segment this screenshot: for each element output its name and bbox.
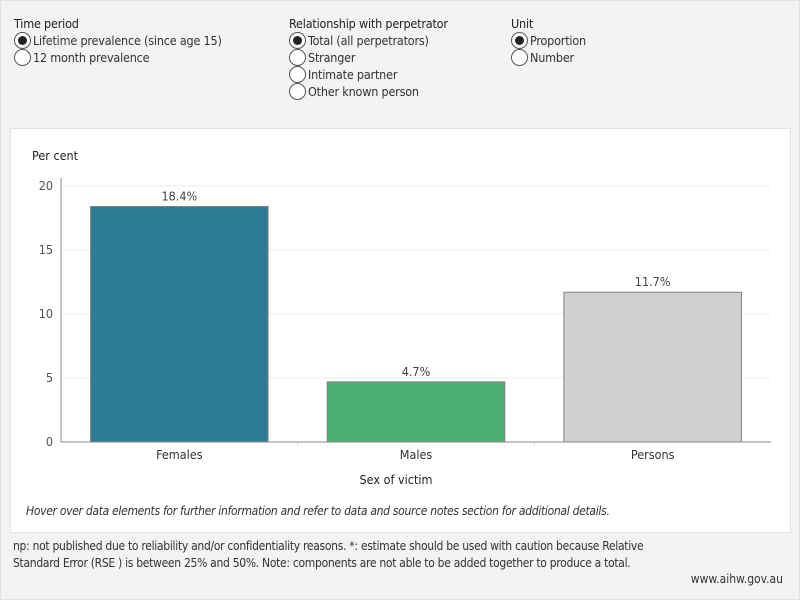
radio-intimate-partner[interactable]: Intimate partner [289, 66, 448, 83]
y-tick-label: 5 [46, 370, 53, 385]
y-axis-ticks: 0 5 10 15 20 [39, 178, 53, 449]
relationship-filter: Relationship with perpetrator Total (all… [289, 15, 448, 100]
time-period-title: Time period [14, 16, 79, 31]
radio-button-selected-icon[interactable] [511, 32, 528, 49]
relationship-title: Relationship with perpetrator [289, 16, 448, 31]
data-label: 11.7% [635, 274, 671, 289]
radio-label: Stranger [308, 50, 356, 65]
radio-label: 12 month prevalence [33, 50, 150, 65]
radio-lifetime-prevalence[interactable]: Lifetime prevalence (since age 15) [14, 32, 222, 49]
radio-label: Proportion [530, 33, 586, 48]
bar-chart: Per cent 0 5 10 15 20 18.4% 4.7% 11.7% Females… [32, 148, 771, 487]
time-period-filter: Time period Lifetime prevalence (since a… [14, 15, 222, 66]
bar-males[interactable] [326, 381, 506, 443]
bar-females[interactable] [90, 205, 269, 443]
x-tick-label: Persons [631, 447, 675, 462]
radio-other-known-person[interactable]: Other known person [289, 83, 448, 100]
data-labels: 18.4% 4.7% 11.7% [161, 188, 670, 378]
radio-12-month-prevalence[interactable]: 12 month prevalence [14, 49, 222, 66]
radio-label: Intimate partner [308, 67, 398, 82]
x-axis-title: Sex of victim [360, 472, 433, 487]
unit-title: Unit [511, 16, 534, 31]
radio-label: Other known person [308, 84, 419, 99]
radio-label: Number [530, 50, 574, 65]
y-tick-label: 10 [39, 306, 53, 321]
radio-button-icon[interactable] [289, 49, 306, 66]
radio-button-selected-icon[interactable] [14, 32, 31, 49]
y-tick-label: 20 [39, 178, 53, 193]
data-label: 4.7% [402, 364, 431, 379]
radio-button-icon[interactable] [289, 66, 306, 83]
data-label: 18.4% [161, 188, 197, 203]
x-axis-ticks: Females Males Persons [156, 442, 675, 462]
radio-total-all-perpetrators[interactable]: Total (all perpetrators) [289, 32, 448, 49]
radio-label: Lifetime prevalence (since age 15) [33, 33, 222, 48]
bars [90, 205, 742, 443]
y-tick-label: 15 [39, 242, 53, 257]
chart-panel: Per cent 0 5 10 15 20 18.4% 4.7% 11.7% Females… [10, 128, 791, 533]
footnote: np: not published due to reliability and… [13, 539, 644, 570]
radio-button-icon[interactable] [289, 83, 306, 100]
y-tick-label: 0 [46, 434, 53, 449]
y-axis-title: Per cent [32, 148, 79, 163]
unit-filter: Unit Proportion Number [511, 15, 586, 66]
hover-instruction: Hover over data elements for further inf… [26, 504, 610, 518]
radio-label: Total (all perpetrators) [308, 33, 429, 48]
x-tick-label: Males [400, 447, 433, 462]
radio-number[interactable]: Number [511, 49, 586, 66]
radio-button-icon[interactable] [14, 49, 31, 66]
radio-proportion[interactable]: Proportion [511, 32, 586, 49]
bar-persons[interactable] [563, 291, 742, 443]
x-tick-label: Females [156, 447, 203, 462]
radio-button-selected-icon[interactable] [289, 32, 306, 49]
website-link[interactable]: www.aihw.gov.au [690, 572, 783, 586]
radio-stranger[interactable]: Stranger [289, 49, 448, 66]
radio-button-icon[interactable] [511, 49, 528, 66]
